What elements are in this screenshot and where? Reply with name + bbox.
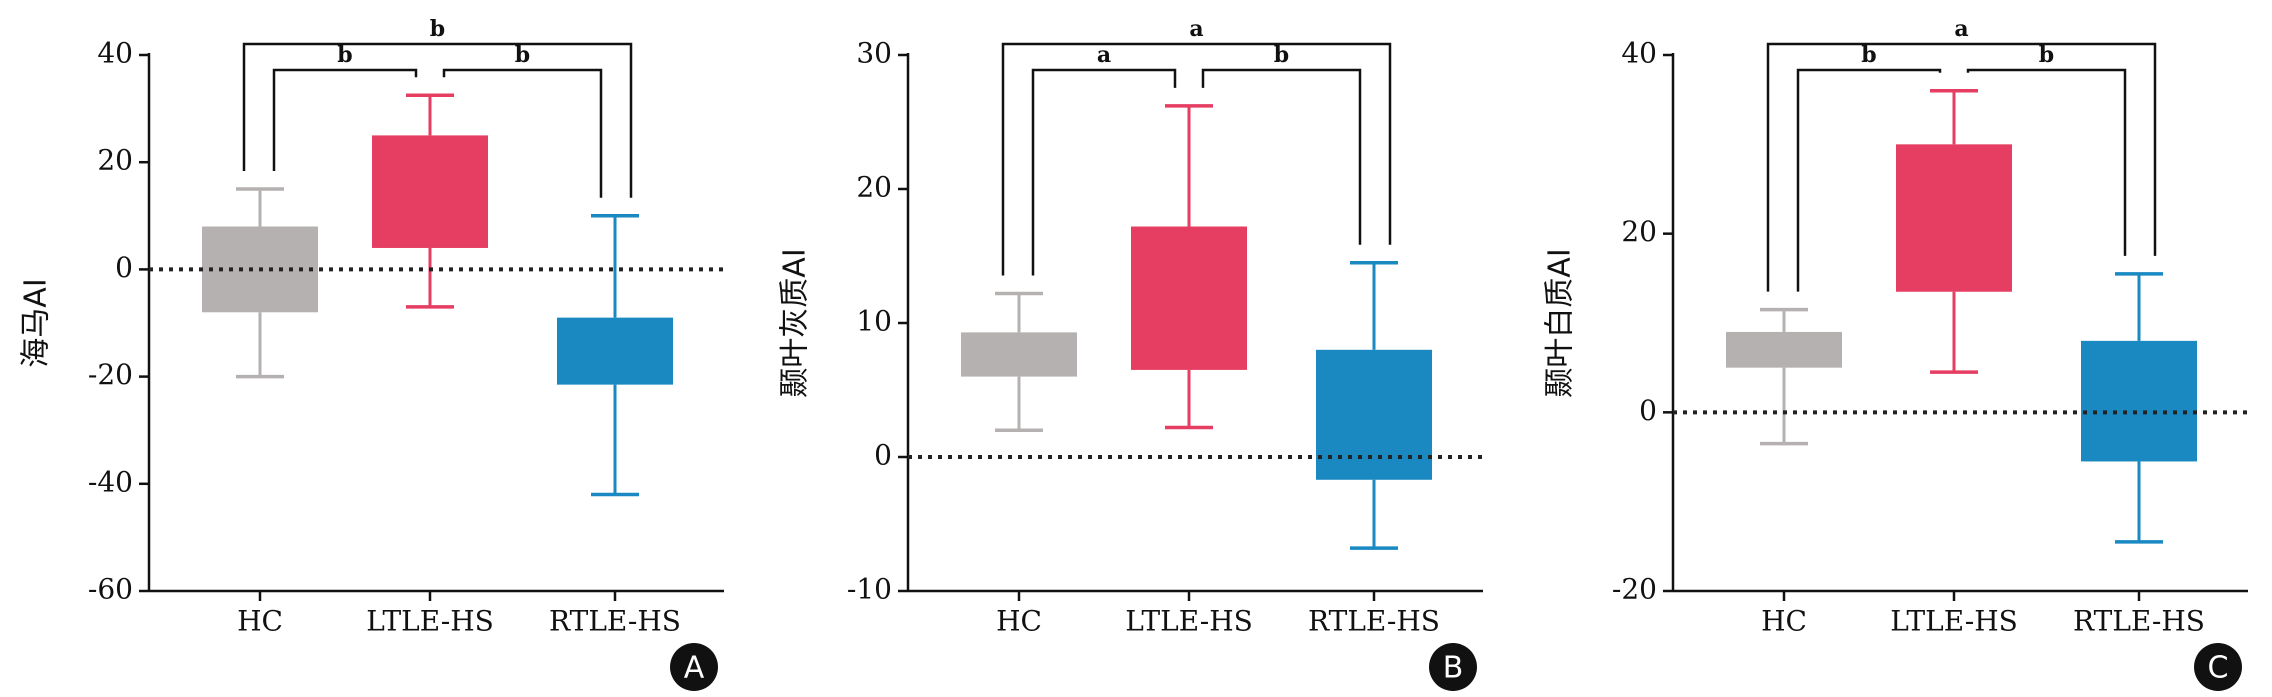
bracket-label: b xyxy=(337,42,352,68)
bracket xyxy=(1796,68,1942,292)
bracket-label: a xyxy=(1954,16,1968,42)
y-tick-label: 20 xyxy=(1621,215,1657,248)
panel-badge xyxy=(2194,643,2242,691)
bracket xyxy=(1966,68,2127,256)
y-tick-label: 40 xyxy=(97,37,133,70)
x-tick-label: LTLE-HS xyxy=(1125,605,1253,638)
y-tick-label: 20 xyxy=(856,171,892,204)
bracket-label: b xyxy=(2039,42,2054,68)
y-tick-label: 20 xyxy=(97,144,133,177)
box xyxy=(557,317,673,385)
bracket xyxy=(442,68,603,198)
bracket xyxy=(242,42,633,198)
panel-label: A xyxy=(684,651,705,686)
y-axis-label: 海马AI xyxy=(19,278,54,367)
y-tick-label: -20 xyxy=(1612,573,1657,606)
bracket-label: b xyxy=(1861,42,1876,68)
y-axis-label: 颞叶灰质AI xyxy=(778,248,813,397)
y-tick-label: -10 xyxy=(847,573,892,606)
bracket xyxy=(1201,68,1362,245)
bracket xyxy=(272,68,418,171)
y-tick-label: 0 xyxy=(874,439,892,472)
x-tick-label: LTLE-HS xyxy=(366,605,494,638)
box xyxy=(1131,226,1247,370)
y-tick-label: -20 xyxy=(88,358,133,391)
x-tick-label: HC xyxy=(237,605,283,638)
y-tick-label: 0 xyxy=(115,251,133,284)
x-tick-label: LTLE-HS xyxy=(1890,605,2018,638)
y-tick-label: -40 xyxy=(88,465,133,498)
bracket-label: b xyxy=(515,42,530,68)
bracket xyxy=(1766,42,2157,292)
bracket-label: a xyxy=(1189,16,1203,42)
bracket-label: a xyxy=(1097,42,1111,68)
y-tick-label: 30 xyxy=(856,37,892,70)
x-tick-label: HC xyxy=(996,605,1042,638)
y-axis-label: 颞叶白质AI xyxy=(1543,248,1578,397)
panel-label: B xyxy=(1443,651,1464,686)
y-tick-label: 10 xyxy=(856,305,892,338)
panel-label: C xyxy=(2208,651,2229,686)
box xyxy=(372,135,488,248)
x-tick-label: RTLE-HS xyxy=(1308,605,1440,638)
box xyxy=(2081,340,2197,462)
box xyxy=(1896,144,2012,292)
panel-badge xyxy=(670,643,718,691)
panel-badge xyxy=(1429,643,1477,691)
x-tick-label: RTLE-HS xyxy=(549,605,681,638)
box xyxy=(1726,331,1842,368)
y-tick-label: 0 xyxy=(1639,394,1657,427)
box xyxy=(1316,349,1432,480)
x-tick-label: RTLE-HS xyxy=(2073,605,2205,638)
y-tick-label: 40 xyxy=(1621,37,1657,70)
y-tick-label: -60 xyxy=(88,573,133,606)
bracket-label: b xyxy=(430,16,445,42)
bracket xyxy=(1031,68,1177,276)
box xyxy=(961,332,1077,377)
bracket xyxy=(1001,42,1392,276)
bracket-label: b xyxy=(1274,42,1289,68)
x-tick-label: HC xyxy=(1761,605,1807,638)
